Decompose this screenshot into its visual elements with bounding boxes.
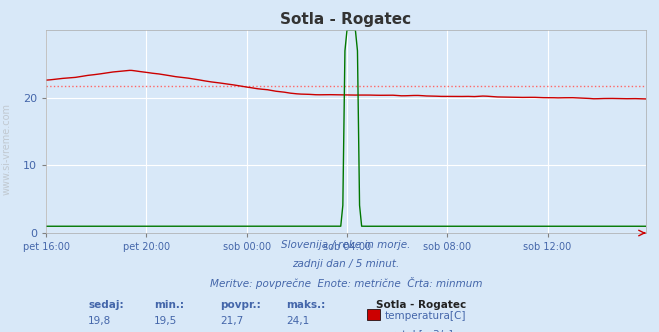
Text: Meritve: povprečne  Enote: metrične  Črta: minmum: Meritve: povprečne Enote: metrične Črta:… (210, 277, 482, 290)
Text: temperatura[C]: temperatura[C] (385, 311, 467, 321)
Text: 19,5: 19,5 (154, 316, 177, 326)
Text: maks.:: maks.: (286, 299, 326, 309)
Text: Slovenija / reke in morje.: Slovenija / reke in morje. (281, 240, 411, 250)
Text: 21,7: 21,7 (220, 316, 243, 326)
Text: 24,1: 24,1 (286, 316, 309, 326)
Text: 19,8: 19,8 (88, 316, 111, 326)
Text: www.si-vreme.com: www.si-vreme.com (1, 103, 12, 196)
Text: zadnji dan / 5 minut.: zadnji dan / 5 minut. (293, 259, 399, 269)
Text: povpr.:: povpr.: (220, 299, 261, 309)
FancyBboxPatch shape (367, 327, 380, 332)
Title: Sotla - Rogatec: Sotla - Rogatec (281, 12, 411, 27)
Text: min.:: min.: (154, 299, 184, 309)
Text: sedaj:: sedaj: (88, 299, 124, 309)
FancyBboxPatch shape (367, 309, 380, 320)
Text: pretok[m3/s]: pretok[m3/s] (385, 330, 453, 332)
Text: Sotla - Rogatec: Sotla - Rogatec (376, 299, 466, 309)
